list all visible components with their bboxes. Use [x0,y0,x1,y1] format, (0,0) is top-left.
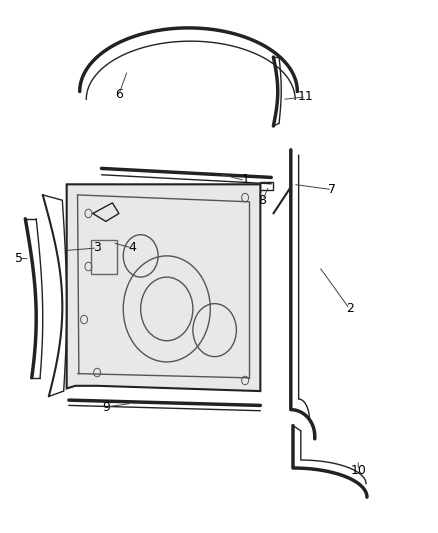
Text: 1: 1 [241,173,249,185]
Text: 5: 5 [15,252,23,265]
Text: 3: 3 [93,241,101,254]
Text: 4: 4 [128,241,136,254]
Text: 11: 11 [298,90,314,103]
Text: 2: 2 [346,302,353,316]
Text: 10: 10 [350,464,366,477]
Polygon shape [67,184,260,391]
Text: 9: 9 [102,400,110,414]
Text: 6: 6 [115,87,123,101]
Text: 7: 7 [328,183,336,196]
Text: 8: 8 [258,193,266,207]
